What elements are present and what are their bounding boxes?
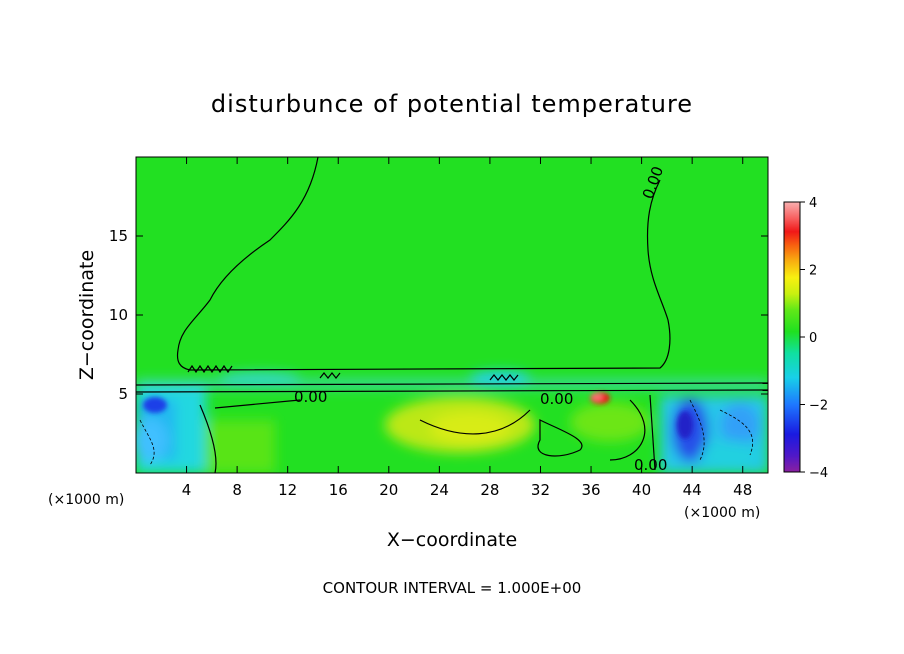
y-tick-label: 10	[109, 306, 128, 324]
y-axis-label: Z−coordinate	[76, 250, 98, 380]
x-axis-label: X−coordinate	[387, 529, 517, 551]
x-tick-label: 40	[632, 481, 651, 499]
contour-label: 0.00	[540, 390, 573, 408]
x-tick-label: 20	[379, 481, 398, 499]
x-tick-label: 36	[581, 481, 600, 499]
x-tick-label: 24	[430, 481, 449, 499]
contour-interval-note: CONTOUR INTERVAL = 1.000E+00	[323, 579, 582, 597]
x-tick-label: 32	[531, 481, 550, 499]
colorbar-gradient	[783, 201, 801, 473]
x-unit-right: (×1000 m)	[684, 505, 760, 521]
x-unit-left: (×1000 m)	[48, 492, 124, 508]
contour-label: 0.00	[634, 456, 667, 474]
colorbar-tick-label: −2	[809, 399, 828, 414]
colorbar: 4 2 0 −2 −4	[783, 196, 828, 481]
y-axis: 5 10 15	[109, 227, 768, 403]
x-tick-label: 28	[480, 481, 499, 499]
contour-label: 0.00	[294, 388, 327, 406]
colorbar-tick-label: 0	[809, 331, 817, 346]
x-tick-label: 16	[329, 481, 348, 499]
x-tick-label: 12	[278, 481, 297, 499]
colorbar-tick-label: −4	[809, 466, 828, 481]
x-tick-label: 44	[683, 481, 702, 499]
x-tick-label: 48	[733, 481, 752, 499]
y-tick-label: 15	[109, 227, 128, 245]
colorbar-tick-label: 4	[809, 196, 817, 211]
x-tick-label: 8	[232, 481, 242, 499]
x-axis: 4 8 12 16 20 24 28 32 36 40 44 48	[182, 157, 752, 499]
x-tick-label: 4	[182, 481, 192, 499]
colorbar-tick-label: 2	[809, 264, 817, 279]
chart-title: disturbunce of potential temperature	[211, 90, 693, 118]
y-tick-label: 5	[118, 385, 128, 403]
plot-area	[136, 157, 768, 473]
